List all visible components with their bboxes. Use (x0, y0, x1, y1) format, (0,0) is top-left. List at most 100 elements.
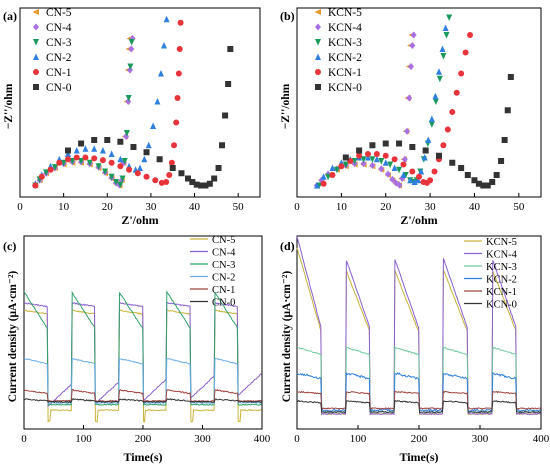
x-tick-label: 100 (350, 433, 367, 445)
x-tick-label: 10 (58, 201, 70, 213)
data-point (471, 177, 478, 184)
data-point (435, 68, 442, 75)
x-tick-label: 200 (411, 433, 428, 445)
legend-marker (315, 39, 321, 46)
data-point (416, 173, 422, 180)
data-point (173, 119, 180, 126)
legend: CN-5CN-4CN-3CN-2CN-1CN-0 (32, 7, 72, 94)
data-point (446, 14, 453, 21)
series-kcn-0 (342, 74, 514, 189)
data-point (113, 179, 119, 186)
data-point (400, 161, 407, 168)
data-point (91, 137, 98, 143)
panel-label: (d) (280, 239, 295, 253)
data-point (421, 154, 428, 161)
data-point (126, 66, 133, 74)
data-point (126, 166, 133, 173)
data-point (175, 70, 182, 77)
data-point (125, 98, 132, 105)
plot-frame (19, 7, 261, 198)
legend: CN-5CN-4CN-3CN-2CN-1CN-0 (190, 235, 236, 309)
x-tick-label: 50 (513, 201, 525, 213)
data-point (43, 169, 50, 176)
data-point (351, 158, 358, 165)
data-point (121, 158, 128, 165)
x-tick-label: 400 (254, 433, 271, 445)
data-point (493, 172, 500, 178)
series-line-cn-1 (23, 388, 262, 403)
legend-label: KCN-3 (328, 37, 362, 49)
y-axis-title: −Z''/ohm (280, 83, 292, 129)
data-point (464, 172, 471, 178)
legend-marker (315, 23, 321, 31)
data-point (154, 98, 161, 105)
data-point (436, 75, 443, 83)
data-point (432, 92, 439, 100)
data-point (382, 140, 389, 147)
y-axis-title: Current density (μA·cm⁻²) (7, 271, 19, 403)
data-point (117, 155, 124, 163)
data-point (443, 32, 450, 39)
data-point (51, 164, 58, 171)
data-point (401, 155, 408, 163)
data-point (389, 175, 396, 183)
data-point (396, 181, 403, 189)
legend-marker (315, 69, 321, 75)
data-point (360, 160, 367, 168)
x-tick-label: 0 (294, 201, 300, 213)
x-tick-label: 30 (145, 201, 157, 213)
data-point (356, 152, 363, 159)
data-point (329, 164, 336, 171)
data-point (215, 165, 222, 171)
data-point (47, 166, 54, 173)
data-point (356, 147, 363, 154)
data-point (382, 152, 389, 159)
data-point (504, 107, 511, 114)
legend-label: CN-4 (46, 22, 72, 34)
data-point (313, 182, 320, 189)
data-point (407, 176, 414, 184)
data-point (342, 154, 349, 161)
data-point (422, 147, 429, 154)
data-point (333, 166, 340, 174)
series-line-kcn-1 (296, 389, 541, 410)
data-point (404, 127, 411, 135)
data-point (415, 176, 422, 184)
data-point (211, 175, 218, 182)
data-point (185, 175, 191, 182)
data-point (157, 70, 164, 77)
data-point (427, 177, 434, 184)
data-point (400, 171, 407, 178)
data-point (99, 157, 106, 164)
data-point (99, 147, 106, 154)
data-point (418, 168, 425, 175)
data-point (382, 159, 389, 166)
data-point (73, 147, 80, 154)
data-point (406, 94, 413, 102)
data-point (38, 173, 45, 180)
legend-marker (32, 9, 39, 15)
data-point (458, 165, 465, 171)
legend-marker (315, 53, 321, 60)
data-point (128, 39, 135, 46)
data-point (428, 115, 435, 122)
x-tick-label: 20 (102, 201, 114, 213)
data-point (78, 140, 85, 147)
data-point (161, 42, 167, 49)
x-tick-label: 40 (189, 201, 201, 213)
data-point (102, 168, 109, 175)
data-point (320, 180, 327, 187)
data-point (458, 70, 465, 77)
data-point (439, 45, 446, 52)
legend-label: KCN-2 (328, 52, 362, 64)
data-point (152, 177, 159, 184)
legend-label: KCN-2 (486, 275, 517, 286)
legend-marker (33, 84, 39, 90)
data-point (117, 163, 124, 170)
data-point (202, 182, 209, 189)
data-point (462, 49, 469, 56)
data-point (409, 42, 416, 49)
x-axis-title: Time(s) (123, 450, 162, 464)
data-point (369, 142, 376, 149)
